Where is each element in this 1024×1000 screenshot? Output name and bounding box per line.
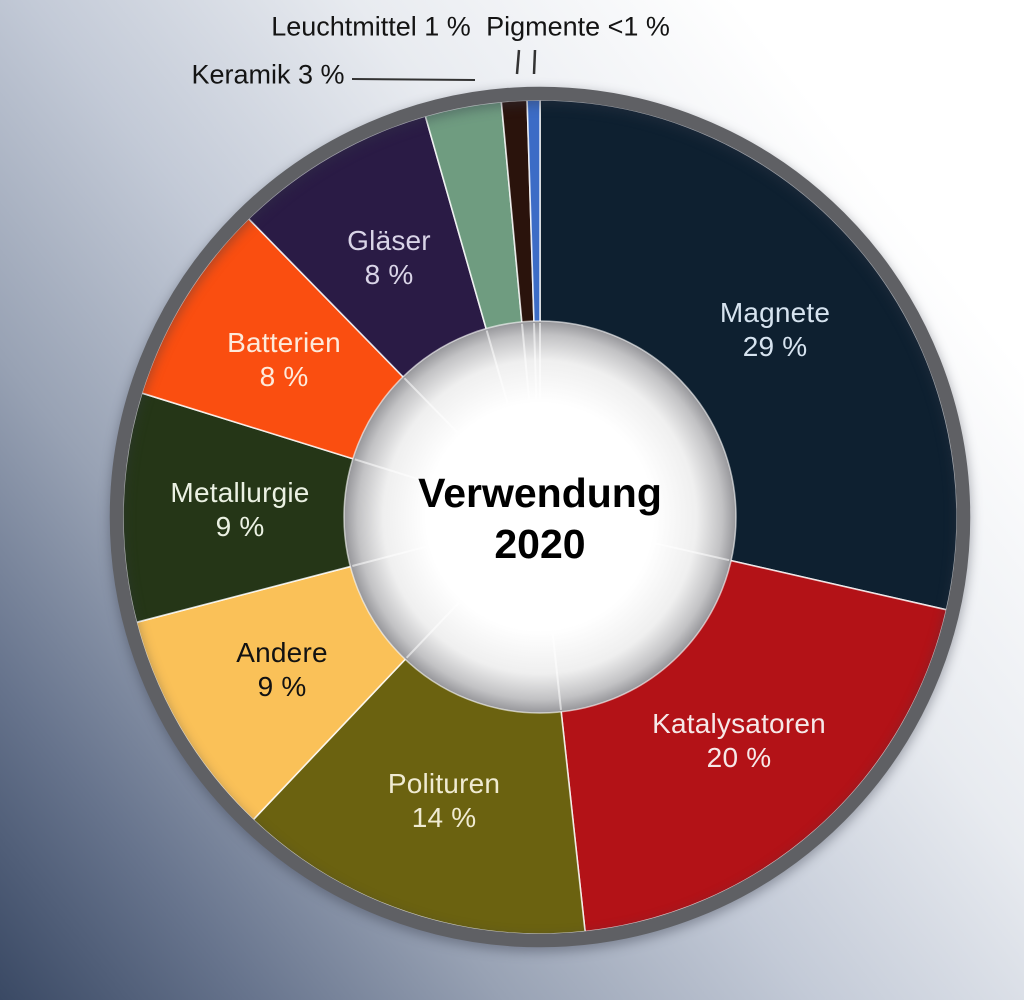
spoke-line	[354, 458, 428, 483]
leuchtmittel-tick-line	[515, 49, 521, 75]
spoke-line	[521, 323, 531, 400]
keramik-callout-line	[351, 78, 476, 81]
callout-lines	[351, 49, 537, 81]
center-spokes	[352, 323, 730, 711]
pigmente-tick-line	[532, 49, 537, 75]
spoke-line	[654, 542, 730, 562]
donut-center	[343, 320, 737, 714]
spoke-line	[485, 330, 509, 404]
spoke-line	[352, 545, 427, 567]
outer-ring	[109, 86, 971, 948]
spoke-line	[551, 634, 562, 711]
spoke-line	[405, 602, 460, 659]
spoke-line	[403, 377, 459, 434]
spoke-line	[533, 323, 538, 400]
